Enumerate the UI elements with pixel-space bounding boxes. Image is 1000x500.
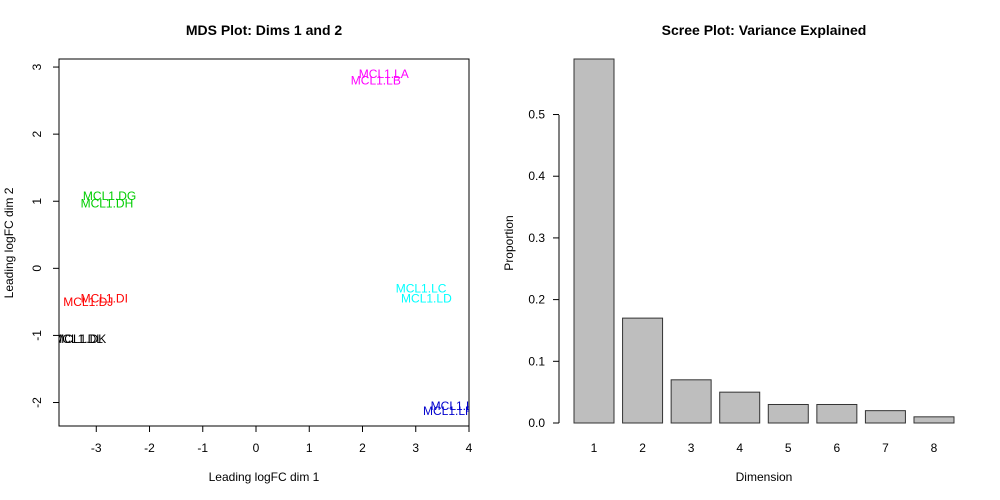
mds-x-tick-label: -3	[91, 441, 102, 455]
mds-x-tick-label: 1	[306, 441, 313, 455]
scree-bars	[573, 58, 955, 424]
scree-y-tick-label: 0.5	[528, 108, 545, 122]
scree-x-axis: 1 2 3 4 5 6 7 8	[591, 441, 938, 455]
scree-bar	[816, 403, 858, 424]
scree-bar	[864, 410, 906, 424]
scree-x-axis-label: Dimension	[736, 470, 793, 484]
mds-point-labels: MCL1.LAMCL1.LBMCL1.DGMCL1.DHMCL1.DIMCL1.…	[52, 67, 481, 418]
mds-y-tick-label: -1	[30, 330, 44, 341]
scree-y-tick-label: 0.1	[528, 354, 545, 368]
scree-plot: Scree Plot: Variance Explained 0.0 0.1 0.2…	[502, 22, 955, 484]
mds-y-tick-label: -2	[30, 397, 44, 408]
mds-y-axis-label: Leading logFC dim 2	[2, 187, 16, 298]
scree-bar	[670, 379, 712, 424]
mds-point-label: MCL1.LE	[431, 399, 481, 413]
mds-x-tick-label: 0	[253, 441, 260, 455]
mds-x-axis: -3 -2 -1 0 1 2 3 4	[91, 426, 473, 455]
scree-x-tick-label: 7	[882, 441, 889, 455]
mds-point-label: MCL1.DK	[54, 332, 106, 346]
scree-y-tick-label: 0.4	[528, 169, 545, 183]
mds-x-tick-label: 2	[359, 441, 366, 455]
scree-y-tick-label: 0.0	[528, 416, 545, 430]
scree-x-tick-label: 6	[834, 441, 841, 455]
mds-point-label: MCL1.LD	[401, 292, 452, 306]
mds-y-axis: -2 -1 0 1 2 3	[30, 63, 59, 408]
scree-x-tick-label: 2	[639, 441, 646, 455]
mds-x-axis-label: Leading logFC dim 1	[209, 470, 320, 484]
scree-y-axis: 0.0 0.1 0.2 0.3 0.4 0.5	[528, 108, 559, 430]
mds-point-label: MCL1.DG	[83, 189, 136, 203]
mds-title: MDS Plot: Dims 1 and 2	[186, 22, 343, 38]
mds-point-label: MCL1.DJ	[63, 295, 113, 309]
scree-bar	[719, 391, 761, 424]
scree-x-tick-label: 1	[591, 441, 598, 455]
scree-y-tick-label: 0.3	[528, 231, 545, 245]
mds-point-label: MCL1.DH	[81, 196, 134, 210]
scree-title: Scree Plot: Variance Explained	[662, 22, 867, 38]
scree-bar	[573, 58, 615, 424]
mds-point-label: MCL1.LB	[351, 73, 401, 87]
mds-point-label: MCL1.DI	[81, 292, 128, 306]
scree-x-tick-label: 5	[785, 441, 792, 455]
mds-x-tick-label: -2	[144, 441, 155, 455]
scree-y-axis-label: Proportion	[502, 215, 516, 270]
mds-point-label: MCL1.LC	[396, 281, 447, 295]
mds-y-tick-label: 3	[30, 63, 44, 70]
mds-point-label: MCL1.LA	[359, 67, 409, 81]
mds-plot-frame	[58, 58, 470, 427]
mds-y-tick-label: 1	[30, 198, 44, 205]
scree-x-tick-label: 3	[688, 441, 695, 455]
scree-y-tick-label: 0.2	[528, 293, 545, 307]
mds-y-tick-label: 2	[30, 130, 44, 137]
scree-x-tick-label: 4	[736, 441, 743, 455]
mds-y-tick-label: 0	[30, 265, 44, 272]
mds-point-label: MCL1.LF	[423, 404, 472, 418]
scree-bar	[622, 317, 664, 424]
mds-x-tick-label: -1	[197, 441, 208, 455]
scree-bar	[767, 403, 809, 424]
mds-x-tick-label: 4	[466, 441, 473, 455]
mds-plot: MDS Plot: Dims 1 and 2 -3 -2 -1 0 1 2 3 4 -2 -1 0…	[2, 22, 481, 484]
mds-x-tick-label: 3	[412, 441, 419, 455]
scree-x-tick-label: 8	[931, 441, 938, 455]
scree-bar	[913, 416, 955, 424]
mds-point-label: MCL1.DL	[52, 332, 103, 346]
